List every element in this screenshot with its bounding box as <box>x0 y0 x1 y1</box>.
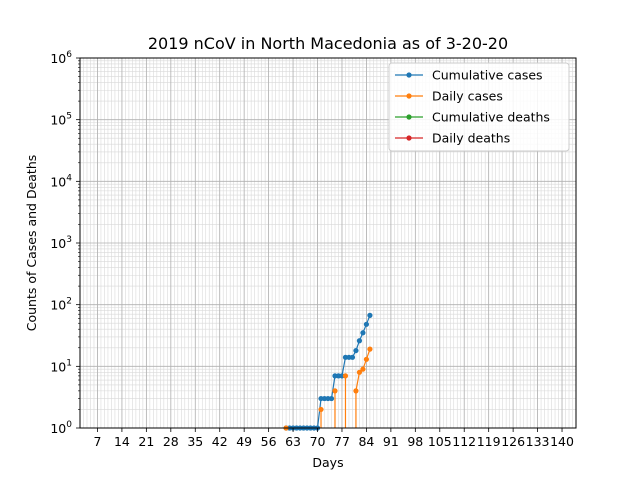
x-axis: 7 14 21 28 35 42 49 56 63 70 77 84 91 98 105 112 119 126 1… <box>93 428 574 449</box>
y-tick-label: 100 <box>50 420 72 436</box>
chart-title: 2019 nCoV in North Macedonia as of 3-20-… <box>148 34 508 53</box>
y-tick-label: 103 <box>50 235 72 251</box>
series-1 <box>283 346 373 431</box>
data-point <box>328 395 335 402</box>
legend-swatch-marker <box>406 72 412 78</box>
legend: Cumulative cases Daily cases Cumulative de… <box>388 62 570 152</box>
data-point <box>367 346 373 352</box>
legend-label: Cumulative deaths <box>432 110 550 125</box>
y-tick-label: 105 <box>50 112 72 128</box>
x-tick-label: 7 <box>93 434 101 449</box>
legend-item: Cumulative cases <box>395 68 543 83</box>
legend-item: Daily cases <box>395 89 503 104</box>
legend-label: Daily deaths <box>432 131 510 146</box>
legend-swatch-marker <box>406 93 412 99</box>
legend-box <box>388 62 570 152</box>
data-point <box>356 369 363 375</box>
x-axis-label: Days <box>312 455 343 470</box>
y-tick-label: 106 <box>50 50 72 66</box>
x-tick-label: 98 <box>407 434 423 449</box>
x-tick-label: 56 <box>261 434 277 449</box>
legend-item: Daily deaths <box>395 131 510 146</box>
legend-swatch-marker <box>406 114 412 120</box>
data-point <box>353 347 359 354</box>
y-tick-label: 104 <box>50 173 72 189</box>
y-axis-label: Counts of Cases and Deaths <box>24 155 39 332</box>
y-tick-label: 102 <box>50 297 72 313</box>
x-tick-label: 133 <box>526 434 550 449</box>
legend-swatch-marker <box>406 135 412 141</box>
data-point <box>367 312 373 318</box>
data-point <box>363 321 370 327</box>
data-point <box>353 388 359 394</box>
data-point <box>342 373 349 379</box>
y-tick-label: 101 <box>50 358 72 374</box>
x-tick-label: 105 <box>428 434 452 449</box>
x-tick-label: 70 <box>310 434 326 449</box>
x-tick-label: 91 <box>383 434 399 449</box>
x-tick-label: 119 <box>477 434 501 449</box>
legend-label: Cumulative cases <box>432 68 543 83</box>
data-point <box>363 356 370 362</box>
data-point <box>360 330 366 336</box>
x-tick-label: 112 <box>452 434 476 449</box>
x-tick-label: 84 <box>358 434 374 449</box>
x-tick-label: 63 <box>285 434 301 449</box>
y-axis: 100 101 102 103 104 105 106 <box>50 50 80 436</box>
data-point <box>356 338 363 344</box>
x-tick-label: 126 <box>501 434 525 449</box>
x-tick-label: 14 <box>114 434 130 449</box>
x-tick-label: 35 <box>187 434 203 449</box>
x-tick-label: 49 <box>236 434 252 449</box>
legend-label: Daily cases <box>432 89 503 104</box>
x-tick-label: 28 <box>163 434 179 449</box>
data-point <box>349 354 356 360</box>
data-point <box>332 388 338 394</box>
x-tick-label: 42 <box>212 434 228 449</box>
x-tick-label: 21 <box>138 434 154 449</box>
x-tick-label: 77 <box>334 434 350 449</box>
data-point <box>360 366 366 372</box>
data-point <box>318 406 324 413</box>
x-tick-label: 140 <box>550 434 574 449</box>
legend-item: Cumulative deaths <box>395 110 550 125</box>
